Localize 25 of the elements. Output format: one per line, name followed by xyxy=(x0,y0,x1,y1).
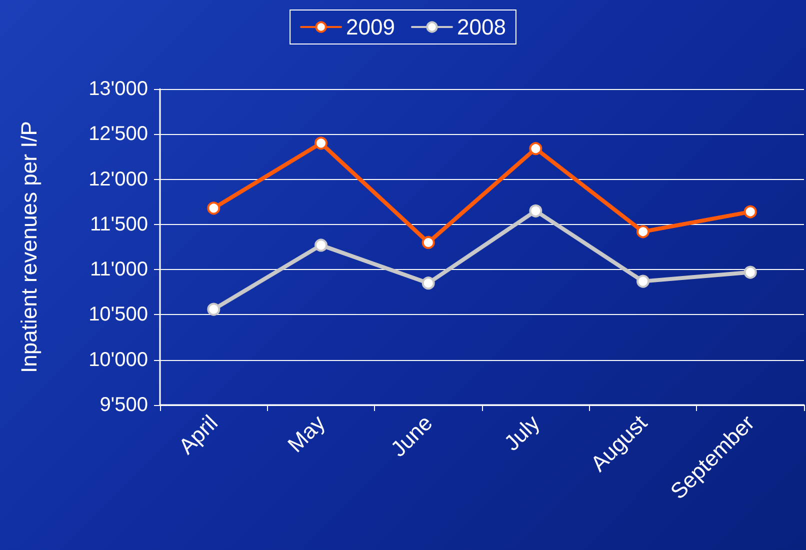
point xyxy=(314,238,328,252)
point xyxy=(529,204,542,218)
point xyxy=(422,236,435,249)
legend-label: 2009 xyxy=(346,14,396,40)
legend-label: 2008 xyxy=(457,14,506,40)
x-tick-label: July xyxy=(499,410,545,456)
point xyxy=(207,202,220,215)
y-axis-title: Inpatient revenues per I/P xyxy=(16,121,42,373)
point xyxy=(636,274,650,288)
y-tick-label: 10'000 xyxy=(88,348,148,371)
point xyxy=(744,205,757,218)
point xyxy=(636,225,650,238)
point xyxy=(744,266,757,279)
y-tick-label: 11'000 xyxy=(90,258,148,281)
y-tick-label: 12'500 xyxy=(88,123,148,146)
point xyxy=(207,302,220,316)
y-tick-label: 12'000 xyxy=(88,168,148,190)
y-tick-label: 13'000 xyxy=(88,78,148,100)
y-tick-label: 10'500 xyxy=(88,304,148,326)
y-tick-label: 9'500 xyxy=(100,394,148,416)
point xyxy=(529,142,542,156)
point xyxy=(314,136,328,150)
y-tick-label: 11'500 xyxy=(90,213,148,236)
point xyxy=(422,276,435,290)
x-tick-label: May xyxy=(282,410,330,458)
